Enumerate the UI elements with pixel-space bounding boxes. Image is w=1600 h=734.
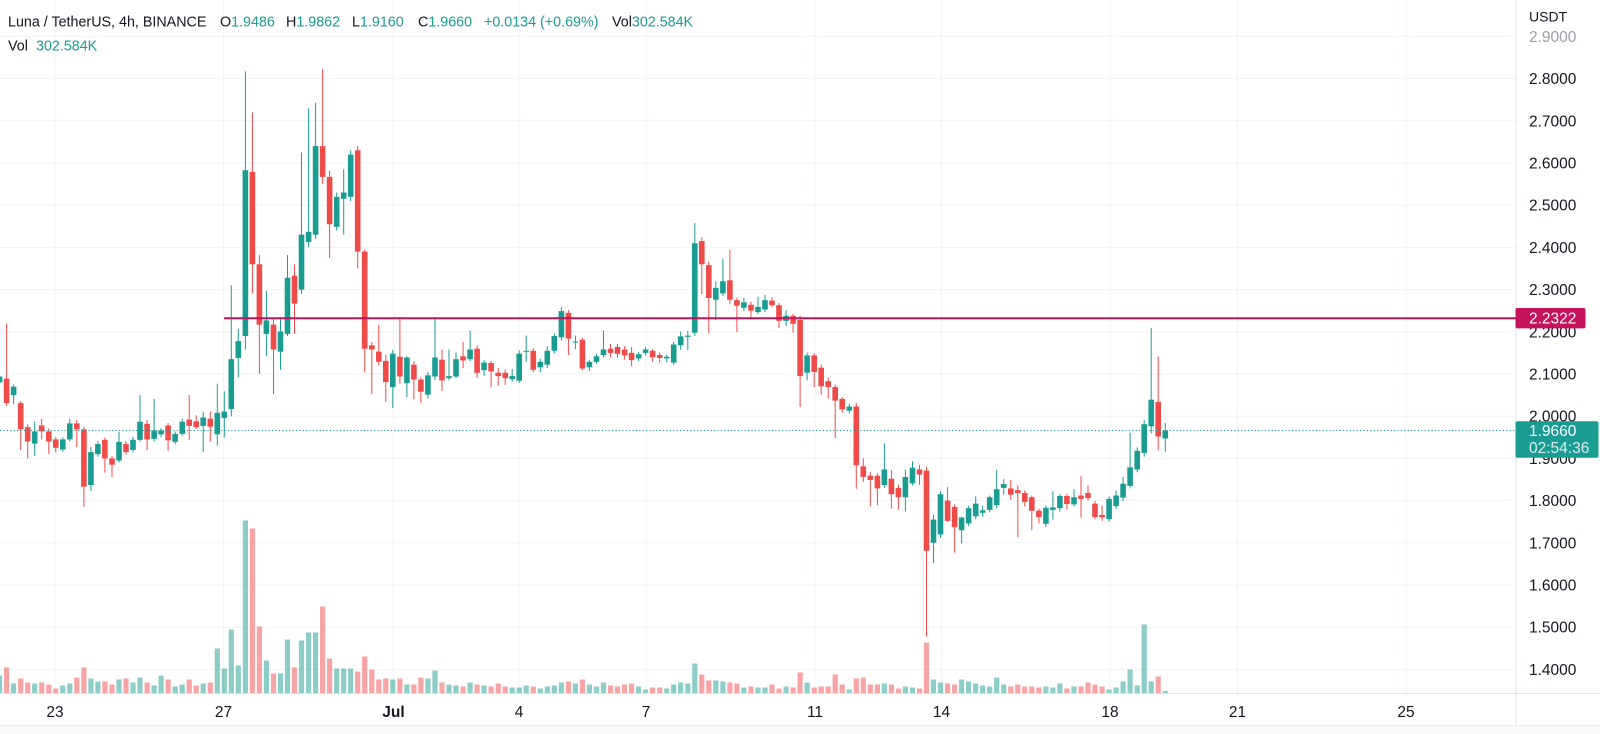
svg-text:2.5000: 2.5000: [1529, 198, 1577, 215]
svg-text:27: 27: [215, 704, 232, 721]
svg-text:4: 4: [515, 704, 524, 721]
svg-text:USDT: USDT: [1529, 9, 1568, 25]
svg-text:1.4000: 1.4000: [1529, 662, 1577, 679]
svg-text:2.1000: 2.1000: [1529, 367, 1577, 384]
svg-text:Luna / TetherUS, 4h, BINANCE: Luna / TetherUS, 4h, BINANCE: [8, 15, 206, 31]
svg-text:1.7000: 1.7000: [1529, 535, 1577, 552]
svg-text:Vol: Vol: [8, 39, 28, 55]
svg-text:21: 21: [1229, 704, 1246, 721]
svg-text:2.9000: 2.9000: [1529, 29, 1577, 46]
svg-text:25: 25: [1397, 704, 1414, 721]
svg-text:18: 18: [1101, 704, 1118, 721]
svg-text:7: 7: [642, 704, 651, 721]
svg-text:02:54:36: 02:54:36: [1529, 440, 1589, 457]
svg-text:2.2000: 2.2000: [1529, 324, 1577, 341]
svg-text:2.6000: 2.6000: [1529, 156, 1577, 173]
svg-text:2.7000: 2.7000: [1529, 113, 1577, 130]
svg-text:302.584K: 302.584K: [36, 39, 98, 55]
svg-text:2.2322: 2.2322: [1529, 311, 1576, 328]
svg-text:2.8000: 2.8000: [1529, 71, 1577, 88]
svg-text:2.3000: 2.3000: [1529, 282, 1577, 299]
svg-text:1.9660: 1.9660: [1529, 423, 1577, 440]
svg-text:11: 11: [807, 704, 823, 721]
svg-text:Jul: Jul: [382, 704, 404, 721]
svg-text:1.6000: 1.6000: [1529, 578, 1577, 595]
svg-text:14: 14: [933, 704, 951, 721]
svg-text:2.4000: 2.4000: [1529, 240, 1577, 257]
svg-text:23: 23: [46, 704, 63, 721]
svg-text:1.8000: 1.8000: [1529, 493, 1577, 510]
svg-text:1.5000: 1.5000: [1529, 620, 1577, 637]
